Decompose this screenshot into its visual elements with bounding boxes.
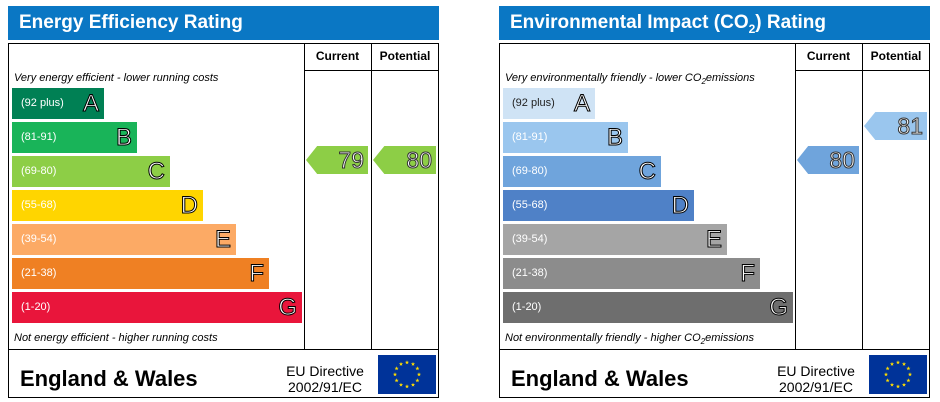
eu-star <box>906 378 911 383</box>
bottom-caption: Not environmentally friendly - higher CO… <box>505 332 754 347</box>
rating-band-e: (39-54) E <box>503 224 727 255</box>
eu-star <box>885 366 890 371</box>
chart-frame <box>499 43 930 398</box>
eu-star <box>889 361 895 366</box>
band-range-label: (1-20) <box>21 301 51 313</box>
band-range-label: (39-54) <box>512 233 548 245</box>
potential-rating-value: 81 <box>897 112 924 139</box>
eu-star <box>895 384 901 389</box>
band-letter: C <box>638 158 656 186</box>
eu-flag-icon <box>869 355 927 394</box>
rating-band-b: (81-91) B <box>12 122 137 153</box>
potential-rating-value: 80 <box>406 146 433 173</box>
eu-star <box>883 372 889 377</box>
eu-star <box>416 372 422 377</box>
eu-star <box>410 361 416 366</box>
bottom-caption: Not energy efficient - higher running co… <box>14 332 218 344</box>
rating-band-f: (21-38) F <box>12 258 269 289</box>
eu-star <box>901 361 907 366</box>
band-range-label: (55-68) <box>512 199 548 211</box>
band-letter: C <box>147 158 165 186</box>
region-label: England & Wales <box>511 366 689 391</box>
rating-band-d: (55-68) D <box>503 190 694 221</box>
band-range-label: (1-20) <box>512 301 542 313</box>
eu-directive: EU Directive 2002/91/EC <box>286 363 364 395</box>
band-range-label: (81-91) <box>512 131 548 143</box>
eu-star <box>415 378 420 383</box>
rating-band-d: (55-68) D <box>12 190 203 221</box>
eu-star <box>906 366 911 371</box>
column-header-potential: Potential <box>870 49 922 63</box>
region-label: England & Wales <box>20 366 198 391</box>
band-letter: G <box>278 294 298 322</box>
rating-band-e: (39-54) E <box>12 224 236 255</box>
rating-band-b: (81-91) B <box>503 122 628 153</box>
eu-star <box>394 378 399 383</box>
rating-band-c: (69-80) C <box>503 156 661 187</box>
chart-title: Environmental Impact (CO2) Rating <box>499 6 930 40</box>
chart-title: Energy Efficiency Rating <box>8 6 439 40</box>
column-header-potential: Potential <box>379 49 431 63</box>
band-letter: A <box>573 90 590 118</box>
eu-star <box>895 360 901 365</box>
band-letter: F <box>249 260 265 288</box>
eu-star <box>404 360 410 365</box>
band-range-label: (55-68) <box>21 199 57 211</box>
potential-rating-arrow: 81 <box>864 111 927 140</box>
eu-star <box>907 372 913 377</box>
band-letter: E <box>705 226 722 254</box>
band-letter: B <box>115 124 132 152</box>
band-range-label: (69-80) <box>21 165 57 177</box>
eu-star <box>398 361 404 366</box>
eu-star <box>392 372 398 377</box>
band-letter: F <box>740 260 756 288</box>
band-letter: E <box>214 226 231 254</box>
current-rating-arrow: 79 <box>306 145 368 174</box>
energy-efficiency-chart: Energy Efficiency Rating Current Potenti… <box>8 6 439 398</box>
band-letter: D <box>671 192 689 220</box>
band-letter: A <box>82 90 99 118</box>
eu-star <box>410 382 416 387</box>
current-rating-arrow: 80 <box>797 145 859 174</box>
band-letter: D <box>180 192 198 220</box>
rating-band-c: (69-80) C <box>12 156 170 187</box>
band-range-label: (81-91) <box>21 131 57 143</box>
current-rating-value: 79 <box>338 146 365 173</box>
eu-star <box>394 366 399 371</box>
eu-star <box>885 378 890 383</box>
eu-star <box>404 384 410 389</box>
rating-band-a: (92 plus) A <box>503 88 595 119</box>
eu-star <box>415 366 420 371</box>
rating-band-g: (1-20) G <box>503 292 793 323</box>
band-range-label: (92 plus) <box>512 97 555 109</box>
rating-band-a: (92 plus) A <box>12 88 104 119</box>
band-letter: B <box>606 124 623 152</box>
eu-flag-icon <box>378 355 436 394</box>
eu-directive: EU Directive 2002/91/EC <box>777 363 855 395</box>
current-rating-value: 80 <box>829 146 856 173</box>
band-range-label: (39-54) <box>21 233 57 245</box>
band-range-label: (21-38) <box>21 267 57 279</box>
top-caption: Very environmentally friendly - lower CO… <box>505 72 755 87</box>
band-range-label: (92 plus) <box>21 97 64 109</box>
band-range-label: (21-38) <box>512 267 548 279</box>
chart-frame <box>8 43 439 398</box>
eu-star <box>398 382 404 387</box>
eu-star <box>901 382 907 387</box>
column-header-current: Current <box>806 49 851 63</box>
band-range-label: (69-80) <box>512 165 548 177</box>
eu-star <box>889 382 895 387</box>
top-caption: Very energy efficient - lower running co… <box>14 72 219 84</box>
rating-band-g: (1-20) G <box>12 292 302 323</box>
environmental-impact-chart: Environmental Impact (CO2) Rating Curren… <box>499 6 930 398</box>
rating-band-f: (21-38) F <box>503 258 760 289</box>
potential-rating-arrow: 80 <box>373 145 436 174</box>
column-header-current: Current <box>315 49 360 63</box>
band-letter: G <box>769 294 789 322</box>
